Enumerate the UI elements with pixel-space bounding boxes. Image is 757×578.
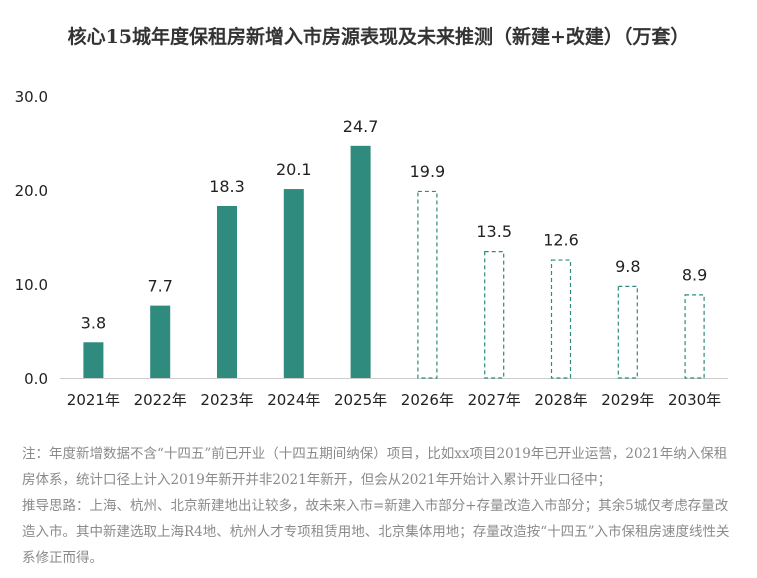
data-label: 7.7 [147,277,172,296]
data-label: 8.9 [682,265,707,284]
bar [83,342,104,378]
note-footnote: 注：年度新增数据不含“十四五”前已开业（十四五期间纳保）项目，比如xx项目201… [22,446,728,488]
data-label: 3.8 [81,313,106,332]
bar-chart: 0.0 10.0 20.0 30.0 3.8 2021年 7.7 2022年 18.3 2023年… [15,88,728,409]
x-tick-label: 2024年 [267,391,320,409]
x-tick-label: 2021年 [67,391,120,409]
data-label: 9.8 [615,257,640,276]
y-tick-label: 10.0 [15,276,48,294]
data-label: 19.9 [410,162,446,181]
data-label: 18.3 [209,177,245,196]
x-tick-label: 2023年 [200,391,253,409]
data-label: 13.5 [476,222,512,241]
data-label: 12.6 [543,231,579,250]
bar [617,285,638,379]
bar [417,190,438,379]
x-tick-label: 2026年 [401,391,454,409]
y-tick-label: 30.0 [15,88,48,106]
x-tick-label: 2027年 [468,391,521,409]
bar [550,259,572,379]
data-label: 20.1 [276,160,312,179]
x-tick-label: 2022年 [134,391,187,409]
chart-title: 核心15城年度保租房新增入市房源表现及未来推测（新建+改建）（万套） [67,26,690,48]
chart-notes: 注：年度新增数据不含“十四五”前已开业（十四五期间纳保）项目，比如xx项目201… [22,441,740,571]
x-tick-label: 2028年 [534,391,587,409]
x-tick-label: 2030年 [668,391,721,409]
bar [350,145,371,378]
y-tick-label: 0.0 [24,370,48,388]
y-tick-label: 20.0 [15,182,48,200]
x-tick-label: 2029年 [601,391,654,409]
bar [684,294,705,379]
data-label: 24.7 [343,117,379,136]
bar [217,205,237,378]
x-tick-label: 2025年 [334,391,387,409]
bar [283,189,304,378]
bar [150,305,171,378]
bar [484,251,505,379]
note-methodology: 推导思路：上海、杭州、北京新建地出让较多，故未来入市=新建入市部分+存量改造入市… [22,498,730,566]
